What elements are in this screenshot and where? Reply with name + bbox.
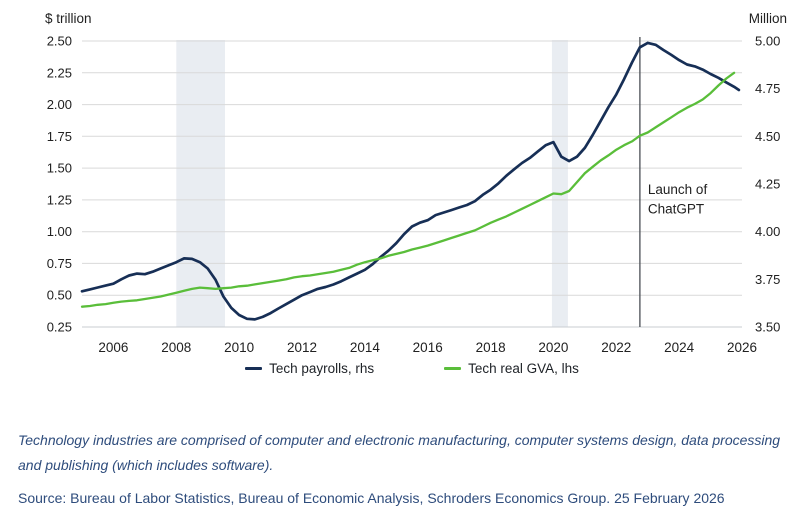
legend-label-tech-payrolls: Tech payrolls, rhs [269,361,375,376]
chart-footnote: Technology industries are comprised of c… [18,432,781,473]
x-axis-tick: 2014 [350,340,381,355]
right-axis-tick: 4.00 [755,224,780,239]
series-tech-payrolls [80,41,741,321]
right-axis-tick: 3.75 [755,272,780,287]
left-axis-tick: 0.75 [47,256,72,271]
left-axis-title: $ trillion [45,11,92,26]
chatgpt-annotation-label: ChatGPT [648,202,704,217]
source-line: Source: Bureau of Labor Statistics, Bure… [18,490,725,506]
legend-item-tech-payrolls: Tech payrolls, rhs [245,361,374,376]
recession-band-2 [551,40,568,327]
x-axis-tick: 2026 [727,340,757,355]
x-axis-tick: 2024 [664,340,695,355]
recession-band-1 [176,40,225,327]
legend-swatch-tech-gva [444,367,462,370]
chatgpt-annotation-label: Launch of [648,182,708,197]
legend-label-tech-gva: Tech real GVA, lhs [468,361,579,376]
right-axis-tick: 5.00 [755,34,780,49]
x-axis-tick: 2016 [413,340,443,355]
x-axis-tick: 2012 [287,340,317,355]
left-axis-tick: 2.50 [47,34,72,49]
left-axis-tick: 1.50 [47,161,72,176]
legend-item-tech-gva: Tech real GVA, lhs [444,361,579,376]
right-axis-tick: 3.50 [755,320,780,335]
left-axis-tick: 0.50 [47,288,72,303]
right-axis-title: Million [749,11,787,26]
left-axis-tick: 1.00 [47,224,72,239]
chart-canvas: $ trillion Million 2.50 2.25 2.00 1.75 1.50 1.2… [45,11,787,355]
right-axis-tick: 4.25 [755,177,780,192]
left-axis-tick: 1.25 [47,192,72,207]
chart-legend: Tech payrolls, rhs Tech real GVA, lhs [9,361,806,376]
left-axis-tick: 1.75 [47,129,72,144]
left-axis-tick: 2.25 [47,65,72,80]
right-axis-tick: 4.75 [755,81,780,96]
x-axis-tick: 2018 [476,340,506,355]
left-axis-tick: 2.00 [47,97,72,112]
right-axis-tick: 4.50 [755,129,780,144]
x-axis-tick: 2010 [224,340,254,355]
x-axis-tick: 2006 [98,340,128,355]
x-axis-tick: 2020 [538,340,568,355]
series-tech-real-gva [80,71,736,308]
x-axis-tick: 2022 [601,340,631,355]
legend-swatch-tech-payrolls [245,367,263,370]
left-axis-tick: 0.25 [47,320,72,335]
x-axis-tick: 2008 [161,340,191,355]
